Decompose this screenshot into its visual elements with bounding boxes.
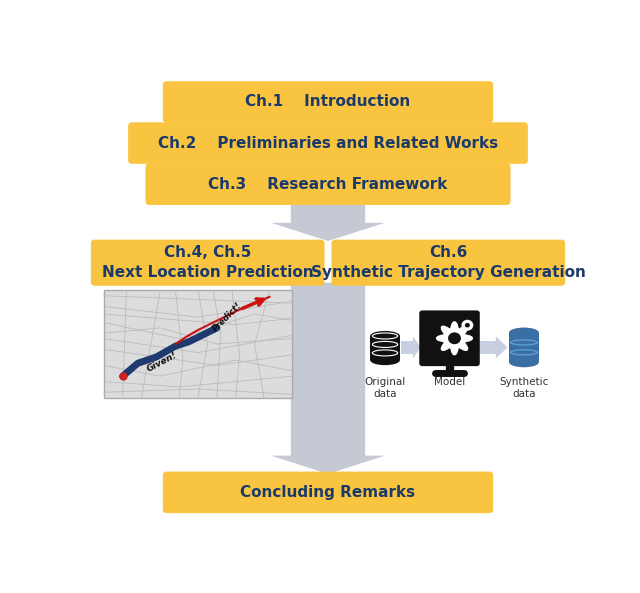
Polygon shape <box>496 336 508 358</box>
Ellipse shape <box>509 357 539 367</box>
Ellipse shape <box>509 327 539 337</box>
FancyBboxPatch shape <box>478 340 496 354</box>
Polygon shape <box>271 202 385 241</box>
Ellipse shape <box>370 347 400 356</box>
Text: Ch.3    Research Framework: Ch.3 Research Framework <box>208 177 448 192</box>
Circle shape <box>448 332 461 344</box>
Polygon shape <box>436 322 472 355</box>
Ellipse shape <box>370 331 400 341</box>
FancyBboxPatch shape <box>419 310 480 366</box>
FancyBboxPatch shape <box>370 336 400 343</box>
Text: Ch.1    Introduction: Ch.1 Introduction <box>245 94 411 110</box>
FancyBboxPatch shape <box>509 333 539 362</box>
FancyBboxPatch shape <box>145 164 511 205</box>
Circle shape <box>465 323 470 327</box>
FancyBboxPatch shape <box>91 240 324 286</box>
Text: Synthetic
data: Synthetic data <box>499 377 548 398</box>
Ellipse shape <box>370 338 400 348</box>
Ellipse shape <box>370 339 400 349</box>
Text: Predict!: Predict! <box>211 300 244 333</box>
Ellipse shape <box>370 348 400 358</box>
FancyBboxPatch shape <box>163 471 493 513</box>
FancyBboxPatch shape <box>128 122 528 164</box>
Text: Given!: Given! <box>145 350 179 374</box>
Text: Ch.2    Preliminaries and Related Works: Ch.2 Preliminaries and Related Works <box>158 136 498 151</box>
FancyBboxPatch shape <box>104 291 292 398</box>
Circle shape <box>461 320 474 331</box>
FancyBboxPatch shape <box>163 81 493 123</box>
Polygon shape <box>413 336 420 358</box>
FancyBboxPatch shape <box>332 240 565 286</box>
Text: Ch.6
Synthetic Trajectory Generation: Ch.6 Synthetic Trajectory Generation <box>311 246 586 280</box>
Ellipse shape <box>370 355 400 365</box>
FancyBboxPatch shape <box>401 340 413 354</box>
Text: Concluding Remarks: Concluding Remarks <box>241 485 415 500</box>
Text: Ch.4, Ch.5
Next Location Prediction: Ch.4, Ch.5 Next Location Prediction <box>102 246 314 280</box>
FancyBboxPatch shape <box>370 345 400 352</box>
FancyBboxPatch shape <box>370 353 400 360</box>
Text: Model: Model <box>434 377 465 387</box>
Polygon shape <box>271 283 385 474</box>
Text: Original
data: Original data <box>364 377 406 398</box>
